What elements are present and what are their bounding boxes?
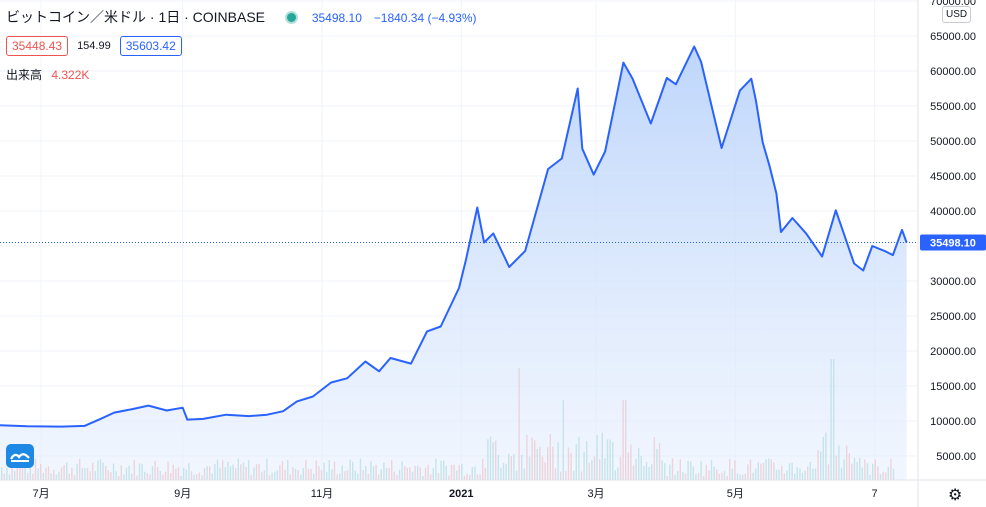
x-tick-label: 9月 [174, 488, 191, 500]
price-change: −1840.34 (−4.93%) [373, 11, 477, 25]
y-tick-label: 70000.00 [930, 0, 976, 8]
price-area [0, 46, 907, 480]
sell-price-button[interactable]: 35448.43 [6, 36, 69, 56]
bid-ask-row: 35448.43 154.99 35603.42 [6, 35, 182, 57]
y-tick-label: 25000.00 [930, 311, 976, 323]
x-tick-label: 3月 [587, 488, 604, 500]
spread-value: 154.99 [77, 40, 111, 52]
y-tick-label: 30000.00 [930, 276, 976, 288]
volume-legend: 出来高 4.322K [6, 66, 89, 83]
symbol-header: ビットコイン／米ドル · 1日 · COINBASE 35498.10 −184… [6, 7, 477, 27]
price-line [0, 45, 908, 428]
y-tick-label: 60000.00 [930, 66, 976, 78]
y-tick-label: 5000.00 [936, 451, 976, 463]
y-tick-label: 50000.00 [930, 136, 976, 148]
x-tick-label: 7月 [33, 488, 50, 500]
x-tick-label: 2021 [449, 488, 473, 500]
last-price: 35498.10 [311, 11, 362, 25]
market-open-icon [284, 11, 298, 25]
volume-value: 4.322K [51, 68, 90, 82]
y-tick-label: 45000.00 [930, 171, 976, 183]
last-price-tag [920, 234, 986, 251]
y-tick-label: 10000.00 [930, 416, 976, 428]
y-tick-label: 65000.00 [930, 31, 976, 43]
buy-price-button[interactable]: 35603.42 [119, 36, 182, 56]
symbol-title[interactable]: ビットコイン／米ドル · 1日 · COINBASE [6, 9, 266, 25]
y-tick-label: 20000.00 [930, 346, 976, 358]
y-tick-label: 40000.00 [930, 206, 976, 218]
x-tick-label: 11月 [311, 488, 333, 500]
last-price-tag-label: 35498.10 [930, 238, 976, 250]
tradingview-logo-icon[interactable] [6, 444, 34, 468]
x-tick-label: 5月 [727, 488, 744, 500]
volume-label: 出来高 [6, 68, 43, 82]
x-tick-label: 7 [872, 488, 878, 500]
y-tick-label: 55000.00 [930, 101, 976, 113]
currency-badge[interactable]: USD [942, 6, 972, 23]
y-tick-label: 15000.00 [930, 381, 976, 393]
gear-icon[interactable]: ⚙ [948, 487, 963, 504]
